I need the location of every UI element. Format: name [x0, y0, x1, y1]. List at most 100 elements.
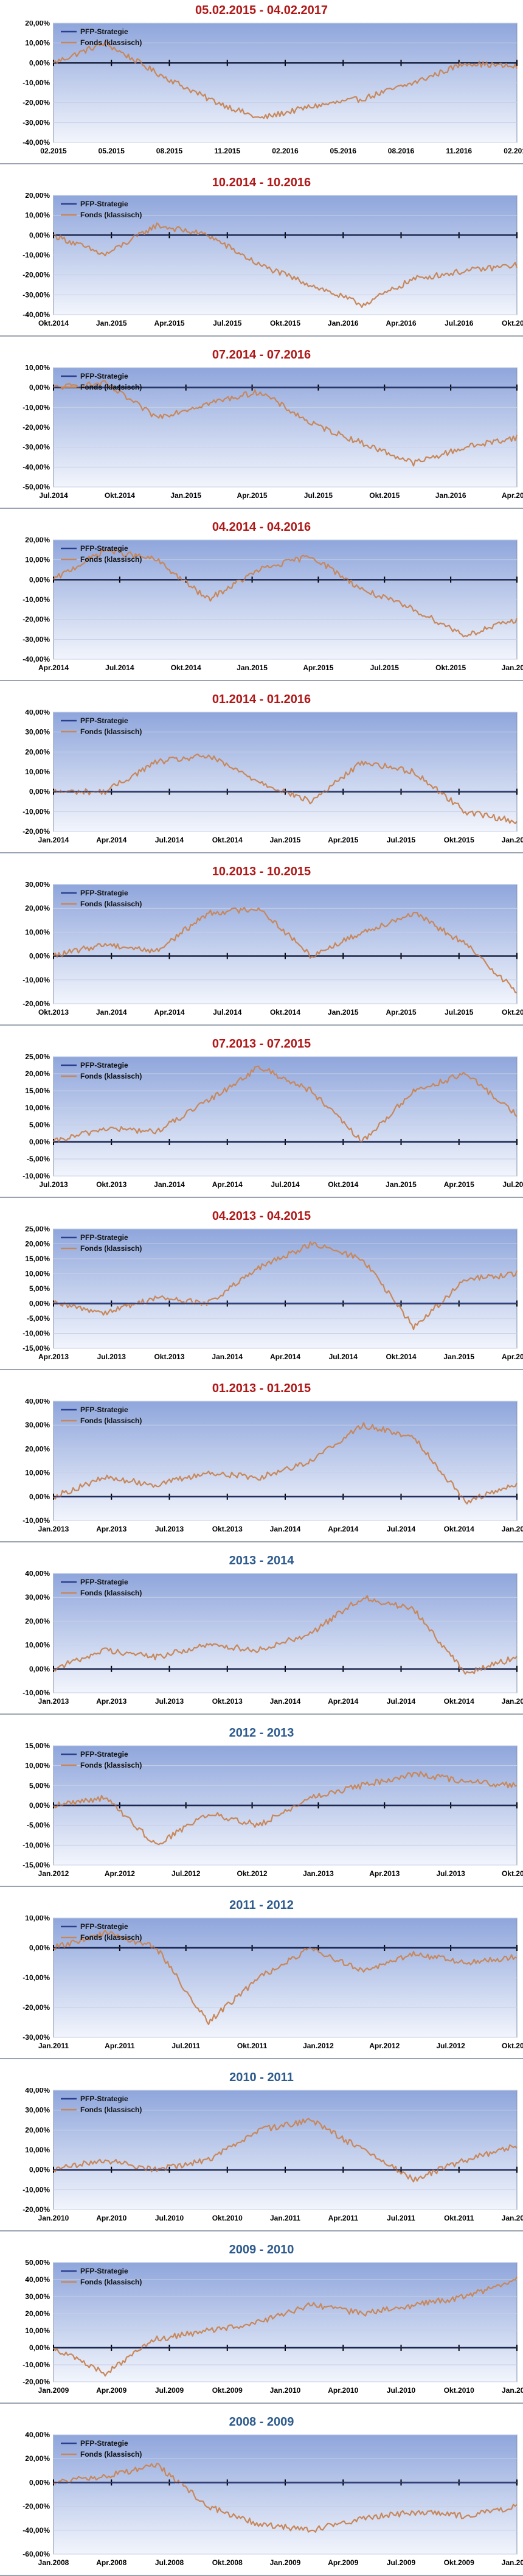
y-tick-label: 10,00% [25, 1104, 50, 1112]
legend-entry: PFP-Strategie [80, 544, 128, 553]
x-tick-label: Okt.2009 [212, 2386, 243, 2395]
series-fonds-klassisch [53, 2462, 518, 2533]
x-tick-label: Jul.2014 [39, 491, 68, 500]
y-tick-label: 0,00% [29, 58, 50, 67]
y-tick-label: 20,00% [25, 2309, 50, 2318]
x-tick-label: Jul.2010 [387, 2386, 416, 2395]
y-tick-label: 10,00% [25, 211, 50, 220]
legend-entry: Fonds (klassisch) [80, 1933, 142, 1942]
y-tick-label: 10,00% [25, 1469, 50, 1477]
legend-entry: PFP-Strategie [80, 1750, 128, 1759]
x-tick-label: Jul.2009 [387, 2558, 416, 2567]
x-tick-label: 02.2017 [504, 147, 523, 155]
y-tick-label: 40,00% [25, 2432, 50, 2439]
x-tick-label: Apr.2016 [386, 319, 416, 327]
x-tick-label: Jan.2015 [502, 1697, 523, 1706]
y-tick-label: 20,00% [25, 193, 50, 200]
x-tick-label: Jul.2015 [370, 663, 400, 672]
chart-title: 10.2013 - 10.2015 [212, 865, 311, 878]
y-tick-label: -50,00% [23, 483, 50, 491]
legend-entry: PFP-Strategie [80, 1405, 128, 1414]
y-tick-label: 10,00% [25, 928, 50, 936]
x-tick-label: Okt.2011 [237, 2042, 268, 2050]
x-tick-label: Okt.2014 [212, 836, 243, 844]
x-tick-label: Jan.2014 [270, 1525, 301, 1533]
legend: PFP-Strategie Fonds (klassisch) [61, 2095, 142, 2114]
x-tick-label: Okt.2013 [154, 1353, 184, 1361]
plot-area [53, 1056, 518, 1177]
y-tick-label: 40,00% [25, 2275, 50, 2284]
y-tick-label: 20,00% [25, 1444, 50, 1453]
y-tick-label: 30,00% [25, 728, 50, 737]
legend-entry: Fonds (klassisch) [80, 555, 142, 564]
y-tick-label: -20,00% [23, 2378, 50, 2386]
y-tick-label: -10,00% [23, 403, 50, 411]
legend-entry: PFP-Strategie [80, 2439, 128, 2448]
x-tick-label: Apr.2014 [328, 1697, 358, 1706]
line-chart: 40,00%20,00%0,00%-20,00%-40,00%-60,00%Ja… [23, 2432, 523, 2567]
x-tick-label: Jan.2016 [502, 663, 523, 672]
x-tick-label: Jul.2012 [171, 1869, 201, 1878]
legend: PFP-Strategie Fonds (klassisch) [61, 889, 142, 908]
chart-panel: 2013 - 2014 40,00% 30,00% 20,00% 10,00% 0,00%… [0, 1550, 523, 1715]
y-tick-label: 15,00% [25, 1255, 50, 1263]
x-tick-label: Okt.2015 [435, 663, 466, 672]
legend-entry: Fonds (klassisch) [80, 727, 142, 736]
line-chart: 20,00% 10,00% 0,00% -10,00% -20,00% -30,00% -4… [23, 537, 523, 672]
legend-entry: Fonds (klassisch) [80, 1244, 142, 1253]
y-tick-label: 0,00% [29, 1138, 50, 1146]
x-tick-label: Jul.2015 [387, 836, 416, 844]
legend-entry: PFP-Strategie [80, 372, 128, 380]
legend: PFP-Strategie Fonds (klassisch) [61, 200, 142, 219]
legend: PFP-Strategie Fonds (klassisch) [61, 1750, 142, 1769]
line-chart: 15,00% 10,00% 5,00% 0,00% -5,00% -10,00% -15,0… [23, 1743, 523, 1878]
x-tick-label: Okt.2013 [212, 1525, 243, 1533]
y-tick-label: 20,00% [25, 747, 50, 756]
x-tick-label: Apr.2014 [96, 836, 126, 844]
y-tick-label: -10,00% [23, 1329, 50, 1338]
x-tick-label: Okt.2014 [386, 1353, 416, 1361]
x-tick-label: 02.2015 [40, 147, 67, 155]
x-tick-label: Jan.2008 [38, 2558, 69, 2567]
chart-panel: 04.2014 - 04.2016 20,00% 10,00% 0,00% -10,00… [0, 517, 523, 681]
x-tick-label: Okt.2016 [502, 319, 523, 327]
x-tick-label: Apr.2009 [96, 2386, 126, 2395]
x-tick-label: Jul.2016 [445, 319, 474, 327]
x-tick-label: 08.2016 [388, 147, 415, 155]
y-tick-label: 0,00% [29, 231, 50, 239]
legend-entry: Fonds (klassisch) [80, 211, 142, 219]
line-chart: 10,00% 0,00% -10,00% -20,00% -30,00% -40,00% -… [23, 365, 523, 500]
line-chart: 25,00% 20,00% 15,00% 10,00% 5,00% 0,00% -5,00%… [23, 1227, 523, 1361]
line-chart: 50,00% 40,00% 30,00% 20,00% 10,00% 0,00% -10,0… [23, 2260, 523, 2395]
chart-title: 04.2014 - 04.2016 [212, 520, 311, 534]
y-tick-label: 10,00% [25, 2326, 50, 2335]
y-tick-label: 0,00% [29, 2343, 50, 2352]
x-tick-label: Jul.2013 [436, 1869, 465, 1878]
x-tick-label: Jul.2014 [329, 1353, 358, 1361]
x-tick-label: Apr.2013 [96, 1525, 126, 1533]
x-tick-label: Apr.2008 [96, 2558, 126, 2567]
x-tick-label: Jan.2009 [270, 2558, 301, 2567]
chart-title: 2013 - 2014 [229, 1554, 294, 1567]
y-tick-label: 25,00% [25, 1054, 50, 1061]
y-tick-label: -40,00% [23, 2526, 50, 2535]
x-tick-label: Apr.2015 [444, 1180, 474, 1189]
chart-panel: 01.2013 - 01.2015 40,00% 30,00% 20,00% 10,00… [0, 1378, 523, 1542]
y-tick-label: -10,00% [23, 251, 50, 259]
legend-entry: PFP-Strategie [80, 1922, 128, 1931]
y-tick-label: 0,00% [29, 1493, 50, 1501]
x-tick-label: Jan.2015 [270, 836, 301, 844]
x-tick-label: Jan.2015 [170, 491, 201, 500]
x-tick-label: Jul.2011 [387, 2214, 415, 2222]
x-tick-label: Jan.2013 [38, 1525, 69, 1533]
y-tick-label: -10,00% [23, 976, 50, 984]
chart-panel: 07.2014 - 07.2016 10,00% 0,00% -10,00% -20,0… [0, 345, 523, 509]
x-tick-label: Jan.2013 [303, 1869, 334, 1878]
legend-entry: PFP-Strategie [80, 2095, 128, 2103]
series-fonds-klassisch [53, 1065, 518, 1143]
y-tick-label: -5,00% [27, 1821, 50, 1830]
line-chart: 40,00% 30,00% 20,00% 10,00% 0,00% -10,00% -20,… [23, 710, 523, 844]
legend-entry: PFP-Strategie [80, 1578, 128, 1586]
chart-panel: 01.2014 - 01.2016 40,00% 30,00% 20,00% 10,00… [0, 689, 523, 853]
x-tick-label: Okt.2015 [444, 836, 474, 844]
